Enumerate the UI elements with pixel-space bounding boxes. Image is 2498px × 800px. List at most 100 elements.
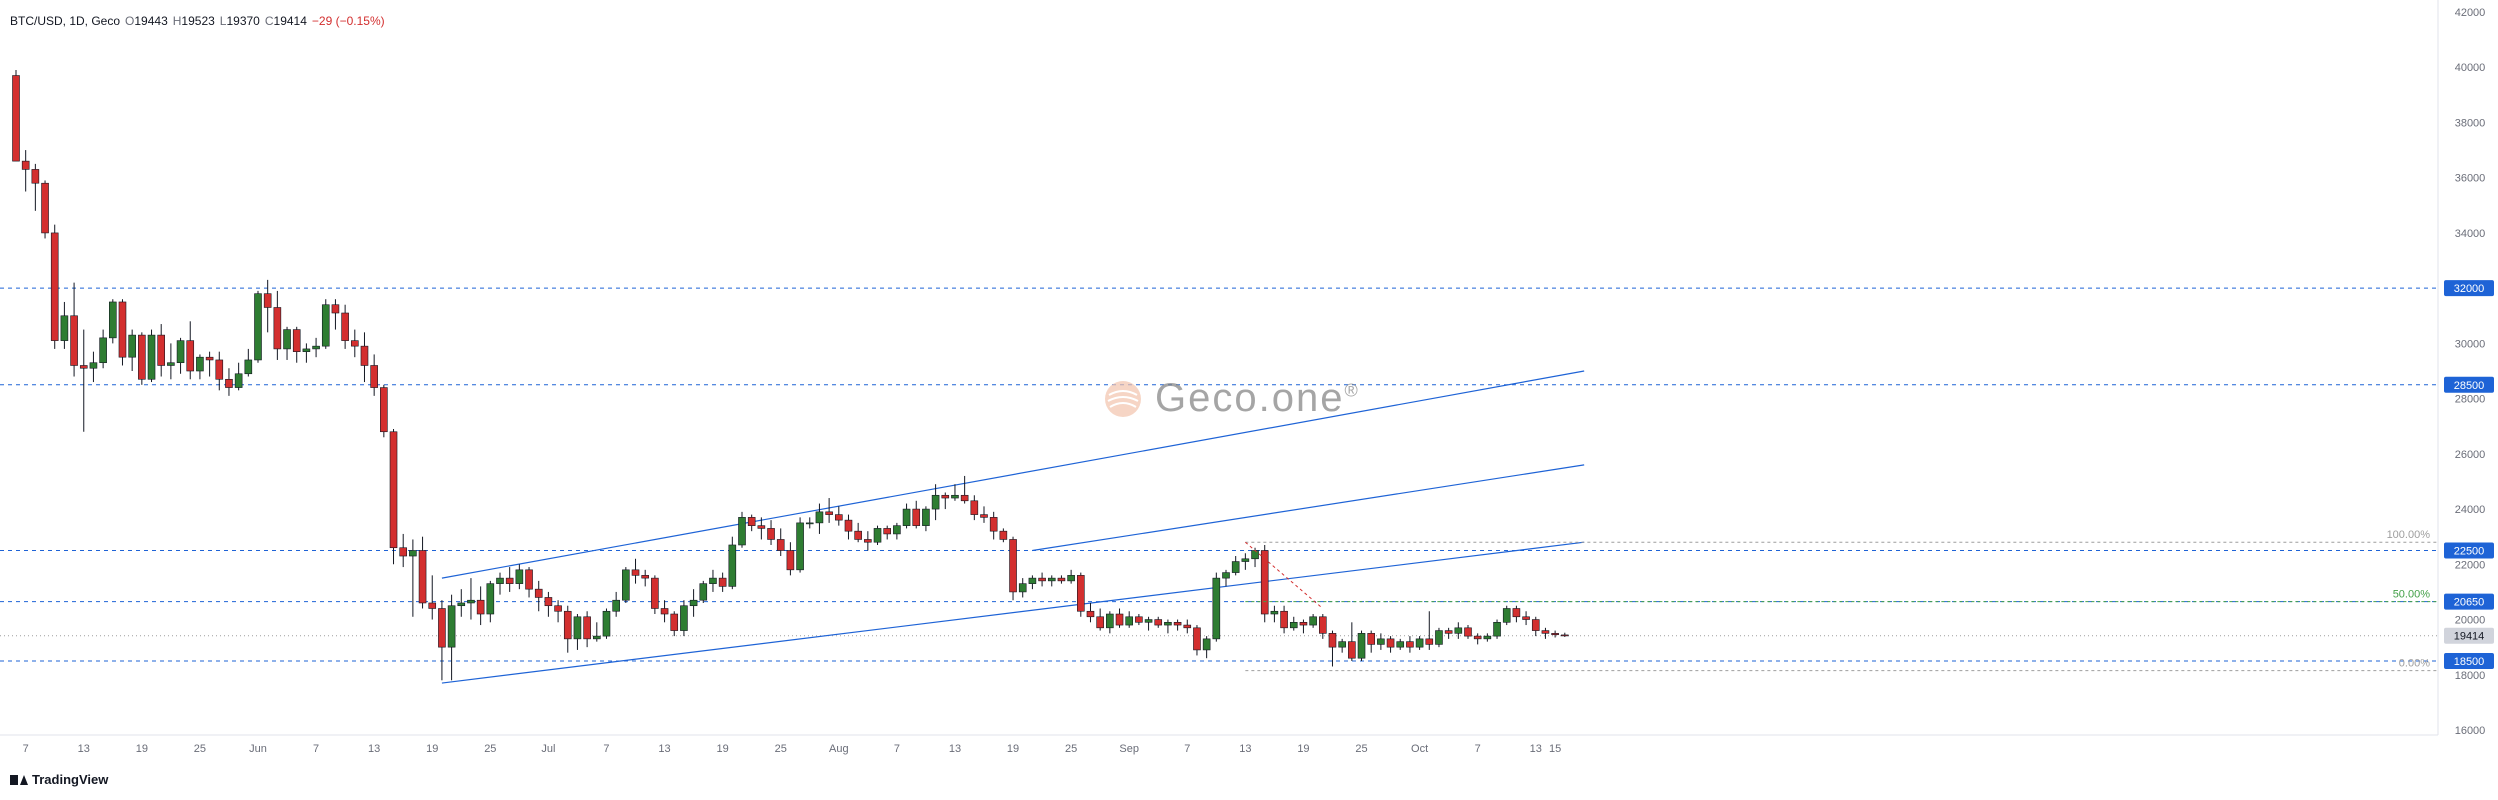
candle-body[interactable] xyxy=(970,500,979,515)
candle-body[interactable] xyxy=(902,508,911,526)
candle-body[interactable] xyxy=(225,378,233,388)
candle-body[interactable] xyxy=(205,356,214,361)
candle-body[interactable] xyxy=(544,597,553,607)
candle-body[interactable] xyxy=(1106,613,1114,629)
candle-body[interactable] xyxy=(380,387,388,433)
candle-body[interactable] xyxy=(699,583,708,601)
candle-body[interactable] xyxy=(1348,641,1356,659)
candle-body[interactable] xyxy=(1551,633,1559,636)
candle-body[interactable] xyxy=(196,356,204,372)
candle-body[interactable] xyxy=(447,605,456,648)
candle-body[interactable] xyxy=(1377,638,1385,645)
candle-body[interactable] xyxy=(738,517,746,546)
candle-body[interactable] xyxy=(1512,608,1521,618)
candle-body[interactable] xyxy=(989,517,998,532)
candle-body[interactable] xyxy=(176,340,185,364)
candle-body[interactable] xyxy=(331,304,340,314)
candle-body[interactable] xyxy=(689,599,698,607)
candle-body[interactable] xyxy=(1193,627,1201,651)
candle-body[interactable] xyxy=(1502,608,1511,623)
candle-body[interactable] xyxy=(167,362,175,366)
candle-body[interactable] xyxy=(312,345,320,350)
candle-body[interactable] xyxy=(1319,616,1327,634)
symbol-title[interactable]: BTC/USD, 1D, Geco xyxy=(10,14,121,28)
candle-body[interactable] xyxy=(1018,583,1027,593)
candle-body[interactable] xyxy=(641,575,650,579)
candle-body[interactable] xyxy=(409,550,417,557)
candle-body[interactable] xyxy=(147,334,156,380)
candle-body[interactable] xyxy=(399,547,408,557)
candle-body[interactable] xyxy=(505,577,514,584)
candle-body[interactable] xyxy=(1231,561,1240,573)
candle-body[interactable] xyxy=(31,169,40,184)
candle-body[interactable] xyxy=(1173,621,1182,626)
candle-body[interactable] xyxy=(1435,630,1443,645)
candle-body[interactable] xyxy=(592,635,601,640)
candle-body[interactable] xyxy=(109,301,117,339)
candle-body[interactable] xyxy=(1280,610,1288,629)
candle-body[interactable] xyxy=(883,528,892,535)
candle-body[interactable] xyxy=(631,569,640,576)
candle-body[interactable] xyxy=(70,315,78,366)
candle-body[interactable] xyxy=(718,577,727,587)
candle-body[interactable] xyxy=(864,539,872,543)
candle-body[interactable] xyxy=(118,301,127,358)
channel-line-3[interactable] xyxy=(1032,464,1585,552)
candle-body[interactable] xyxy=(709,577,717,584)
fib-trend-line[interactable] xyxy=(1245,541,1324,609)
candle-body[interactable] xyxy=(834,514,843,521)
candle-body[interactable] xyxy=(786,550,795,571)
candle-body[interactable] xyxy=(1135,616,1143,623)
candle-body[interactable] xyxy=(1386,638,1395,648)
candle-body[interactable] xyxy=(951,494,959,499)
candle-body[interactable] xyxy=(60,315,69,341)
candle-body[interactable] xyxy=(1522,616,1530,620)
candle-body[interactable] xyxy=(563,610,572,640)
candle-body[interactable] xyxy=(1077,575,1085,612)
candle-body[interactable] xyxy=(1357,633,1366,659)
candle-body[interactable] xyxy=(1483,635,1492,640)
candle-body[interactable] xyxy=(1464,627,1472,637)
candle-body[interactable] xyxy=(612,599,620,612)
candle-body[interactable] xyxy=(1067,575,1075,582)
candle-body[interactable] xyxy=(418,550,427,604)
candle-body[interactable] xyxy=(360,345,369,366)
candle-body[interactable] xyxy=(815,511,824,524)
candle-body[interactable] xyxy=(496,577,504,584)
candle-body[interactable] xyxy=(1241,558,1250,562)
candle-body[interactable] xyxy=(41,182,49,234)
candle-body[interactable] xyxy=(1415,638,1424,648)
candle-body[interactable] xyxy=(99,337,107,364)
candle-body[interactable] xyxy=(1009,539,1017,593)
candle-body[interactable] xyxy=(157,334,165,366)
candle-body[interactable] xyxy=(583,616,591,640)
candle-body[interactable] xyxy=(12,75,20,162)
candle-body[interactable] xyxy=(1038,577,1046,582)
candle-body[interactable] xyxy=(805,522,814,525)
candle-body[interactable] xyxy=(796,522,804,571)
candle-body[interactable] xyxy=(350,340,359,347)
candle-body[interactable] xyxy=(1299,621,1308,626)
candle-body[interactable] xyxy=(1096,616,1104,629)
candle-body[interactable] xyxy=(622,569,630,601)
candle-body[interactable] xyxy=(922,508,930,526)
candle-body[interactable] xyxy=(370,365,378,388)
candle-body[interactable] xyxy=(660,608,669,615)
candle-body[interactable] xyxy=(467,599,475,604)
candle-body[interactable] xyxy=(931,494,940,510)
candle-body[interactable] xyxy=(457,602,466,607)
candle-body[interactable] xyxy=(844,519,853,532)
candle-body[interactable] xyxy=(79,365,88,369)
candle-body[interactable] xyxy=(1541,630,1550,634)
candle-body[interactable] xyxy=(1212,577,1221,640)
candle-body[interactable] xyxy=(1125,616,1133,626)
candle-body[interactable] xyxy=(1251,550,1259,560)
candle-body[interactable] xyxy=(302,348,311,352)
candle-body[interactable] xyxy=(1202,638,1211,651)
candle-body[interactable] xyxy=(428,602,437,609)
candle-body[interactable] xyxy=(1531,619,1540,631)
candle-body[interactable] xyxy=(873,528,882,543)
channel-line-1[interactable] xyxy=(441,541,1585,684)
